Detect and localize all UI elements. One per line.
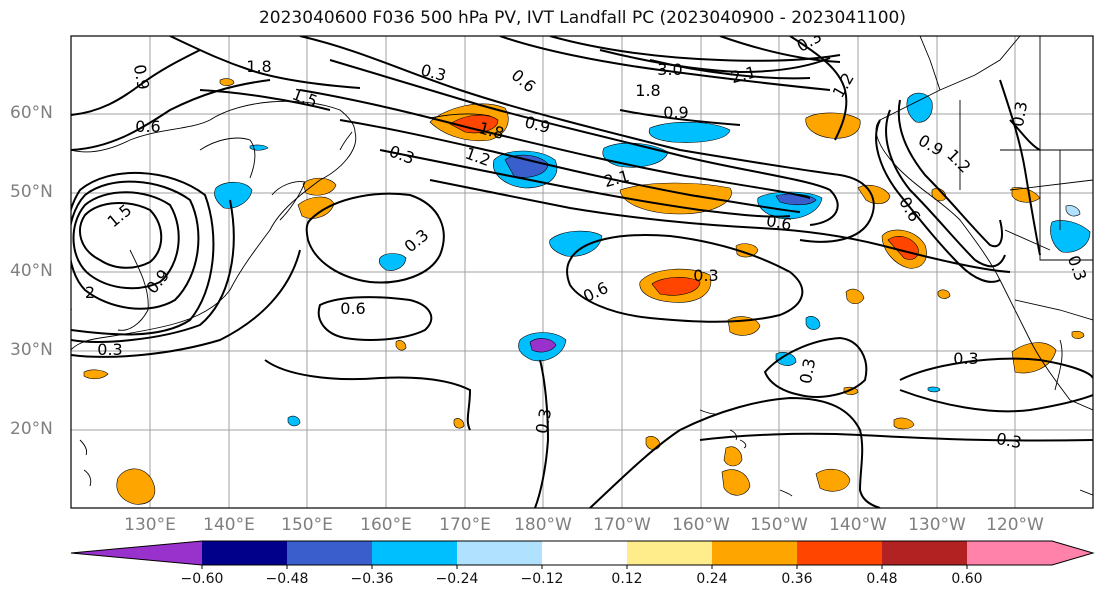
lat-label: 30°N — [10, 340, 53, 360]
contour-label: 0.3 — [953, 349, 978, 368]
lon-label: 160°W — [672, 515, 730, 535]
lon-label: 130°E — [124, 515, 176, 535]
colorbar-tick-label: −0.60 — [180, 571, 224, 587]
lon-label: 150°E — [281, 515, 333, 535]
contour-label: 2 — [85, 283, 95, 302]
colorbar-segment — [882, 541, 967, 565]
contour-labels: 0.9 0.6 1.8 1.5 0.3 0.6 3.0 2.1 1.8 1.2 … — [85, 36, 1091, 452]
contour-label: 0.3 — [532, 407, 555, 435]
colorbar-segment — [287, 541, 372, 565]
colorbar-tick-label: −0.48 — [265, 571, 309, 587]
ivt-shading — [83, 78, 1091, 505]
map-area: 0.9 0.6 1.8 1.5 0.3 0.6 3.0 2.1 1.8 1.2 … — [71, 36, 1093, 508]
contour-label: 0.3 — [796, 357, 819, 385]
lat-label: 40°N — [10, 261, 53, 281]
lat-label: 50°N — [10, 182, 53, 202]
colorbar — [70, 540, 1095, 569]
lon-label: 160°E — [360, 515, 412, 535]
lon-label: 130°W — [908, 515, 966, 535]
contour-label: 0.6 — [135, 117, 160, 136]
colorbar-tick-label: −0.12 — [520, 571, 564, 587]
colorbar-segment — [712, 541, 797, 565]
colorbar-tick-label: 0.36 — [781, 571, 813, 587]
colorbar-segment — [457, 541, 542, 565]
colorbar-tick-label: 0.48 — [866, 571, 898, 587]
coastlines — [71, 36, 1093, 497]
contour-label: 0.3 — [97, 340, 122, 359]
colorbar-segment — [542, 541, 627, 565]
map-frame — [70, 35, 1094, 509]
colorbar-segment — [202, 541, 287, 565]
contour-label: 0.9 — [663, 103, 688, 122]
contour-label: 0.3 — [693, 266, 718, 285]
colorbar-tick-label: −0.36 — [350, 571, 394, 587]
lon-label: 140°W — [829, 515, 887, 535]
contour-label: 1.8 — [635, 81, 660, 100]
lon-label: 170°E — [439, 515, 491, 535]
colorbar-segment — [967, 541, 1052, 565]
lon-label: 170°W — [593, 515, 651, 535]
colorbar-segment — [627, 541, 712, 565]
lon-label: 150°W — [750, 515, 808, 535]
colorbar-tick-label: 0.60 — [951, 571, 983, 587]
colorbar-extend-max — [1052, 541, 1093, 565]
contour-label: 0.6 — [340, 299, 365, 318]
contour-label: 0.3 — [995, 429, 1023, 452]
colorbar-segment — [797, 541, 882, 565]
map-title: 2023040600 F036 500 hPa PV, IVT Landfall… — [258, 8, 906, 28]
contour-label: 0.3 — [1008, 100, 1031, 128]
colorbar-segment — [372, 541, 457, 565]
lat-label: 60°N — [10, 103, 53, 123]
contour-label: 3.0 — [657, 60, 682, 79]
contour-label: 0.6 — [765, 211, 793, 234]
lon-label: 120°W — [986, 515, 1044, 535]
contour-label: 0.9 — [130, 63, 153, 91]
lon-label: 140°E — [203, 515, 255, 535]
colorbar-tick-label: 0.12 — [611, 571, 643, 587]
lon-label: 180°W — [514, 515, 572, 535]
colorbar-extend-min — [71, 541, 202, 565]
lat-label: 20°N — [10, 419, 53, 439]
colorbar-tick-label: 0.24 — [696, 571, 728, 587]
contour-label: 1.8 — [246, 57, 271, 76]
colorbar-tick-label: −0.24 — [435, 571, 479, 587]
